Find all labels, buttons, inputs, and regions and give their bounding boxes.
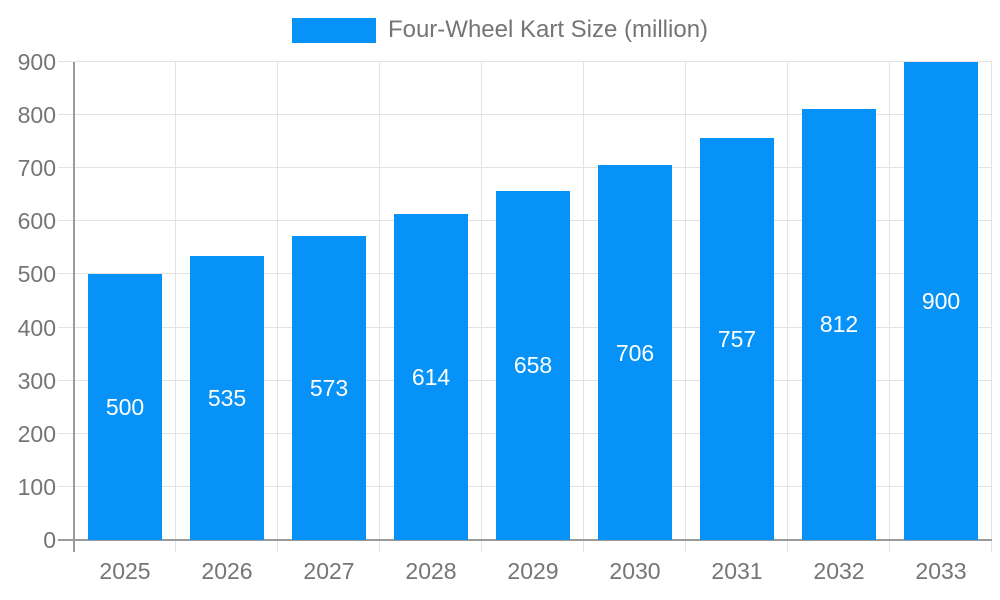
bar-2029[interactable]: [496, 190, 570, 540]
gridline-x-6: [685, 62, 686, 552]
bar-2030[interactable]: [598, 165, 672, 540]
x-axis-label: 2032: [813, 558, 865, 584]
gridline-x-7: [787, 62, 788, 552]
bar-value-label: 573: [309, 374, 349, 401]
gridline-y-700: [58, 167, 992, 169]
bar-2032[interactable]: [802, 108, 876, 540]
bar-value-label: 658: [513, 352, 553, 379]
y-axis-label: 200: [17, 420, 56, 447]
gridline-x-3: [379, 62, 380, 552]
x-axis-label: 2029: [507, 558, 559, 584]
y-axis-label: 400: [17, 314, 56, 341]
y-axis-label: 0: [43, 527, 56, 553]
bar-2033[interactable]: [904, 62, 978, 540]
y-axis-label: 500: [17, 261, 56, 288]
x-axis-label: 2027: [303, 558, 355, 584]
bar-value-label: 535: [207, 384, 247, 411]
x-axis-label: 2031: [711, 558, 763, 584]
gridline-x-1: [175, 62, 176, 552]
bar-value-label: 900: [921, 288, 961, 314]
x-axis-label: 2026: [201, 558, 253, 584]
x-axis-label: 2033: [915, 558, 967, 584]
bar-value-label: 614: [411, 363, 451, 390]
x-axis-label: 2028: [405, 558, 457, 584]
y-axis-label: 900: [17, 49, 56, 75]
y-axis-label: 800: [17, 102, 56, 129]
gridline-x-5: [583, 62, 584, 552]
y-axis-label: 600: [17, 208, 56, 235]
x-axis-line: [58, 539, 992, 541]
bar-value-label: 500: [105, 394, 145, 421]
bar-2031[interactable]: [700, 137, 774, 540]
bar-value-label: 757: [717, 325, 757, 352]
x-axis-label: 2025: [99, 558, 151, 584]
gridline-y-900: [58, 61, 992, 62]
legend-label: Four-Wheel Kart Size (million): [387, 16, 709, 43]
legend-swatch-icon: [291, 17, 376, 43]
bar-value-label: 706: [615, 339, 655, 366]
legend[interactable]: Four-Wheel Kart Size (million): [0, 16, 1000, 44]
gridline-x-4: [481, 62, 482, 552]
y-axis-label: 700: [17, 155, 56, 182]
bar-2027[interactable]: [292, 235, 366, 540]
gridline-x-9: [991, 62, 992, 552]
bar-value-label: 812: [819, 311, 859, 338]
y-axis-label: 100: [17, 473, 56, 500]
x-axis-label: 2030: [609, 558, 661, 584]
bar-2026[interactable]: [190, 255, 264, 540]
gridline-y-800: [58, 114, 992, 116]
bar-2025[interactable]: [88, 274, 162, 540]
y-axis-label: 300: [17, 367, 56, 394]
bar-2028[interactable]: [394, 213, 468, 540]
y-axis-line: [73, 62, 75, 552]
gridline-x-2: [277, 62, 278, 552]
gridline-x-8: [889, 62, 890, 552]
